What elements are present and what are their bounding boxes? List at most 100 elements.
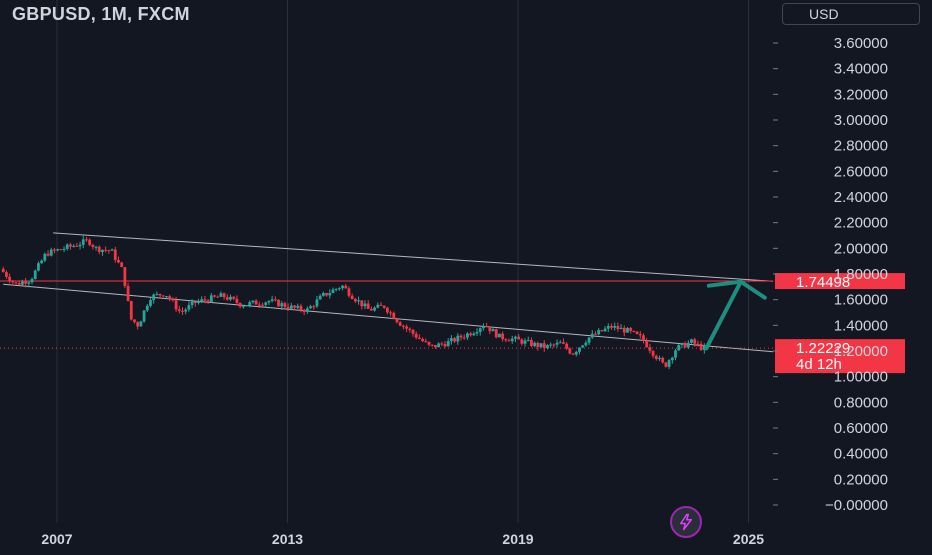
candle-body bbox=[197, 301, 200, 304]
candle-body bbox=[568, 348, 572, 354]
price-tick-label: 3.20000 bbox=[834, 86, 888, 103]
candle-body bbox=[587, 337, 591, 343]
candle-body bbox=[626, 328, 629, 333]
candle-body bbox=[360, 300, 364, 307]
candle-body bbox=[293, 305, 296, 308]
candle-body bbox=[225, 297, 229, 300]
time-tick-label: 2007 bbox=[41, 531, 72, 547]
candle-body bbox=[184, 309, 188, 312]
candle-body bbox=[33, 270, 37, 279]
candle-body bbox=[629, 328, 633, 331]
candle-body bbox=[190, 301, 194, 306]
candle-body bbox=[546, 344, 549, 349]
candle-body bbox=[257, 304, 261, 306]
candle-body bbox=[94, 246, 98, 248]
candle-body bbox=[437, 343, 441, 348]
flash-button[interactable] bbox=[670, 506, 702, 538]
candle-body bbox=[526, 340, 530, 342]
candle-body bbox=[414, 333, 418, 338]
candle-body bbox=[59, 249, 63, 251]
candle-body bbox=[638, 333, 642, 336]
candle-body bbox=[680, 342, 684, 345]
candle-body bbox=[261, 304, 264, 306]
candle-body bbox=[523, 340, 527, 344]
candle-body bbox=[654, 355, 658, 360]
candle-body bbox=[321, 292, 325, 296]
candle-body bbox=[37, 263, 40, 271]
price-tick-label: 1.60000 bbox=[834, 292, 888, 309]
candle-body bbox=[507, 340, 511, 342]
candle-body bbox=[350, 295, 354, 300]
candle-body bbox=[440, 343, 444, 345]
candle-body bbox=[273, 299, 277, 301]
candle-body bbox=[158, 293, 162, 296]
candle-body bbox=[670, 357, 674, 361]
candle-body bbox=[347, 288, 351, 296]
candle-body bbox=[622, 327, 626, 333]
candle-body bbox=[203, 299, 207, 301]
price-tick-label: 0.80000 bbox=[834, 394, 888, 411]
candle-body bbox=[578, 347, 581, 352]
candle-body bbox=[392, 312, 396, 320]
candle-body bbox=[530, 340, 533, 346]
candle-body bbox=[693, 339, 697, 344]
time-tick-label: 2025 bbox=[733, 531, 764, 547]
candle-body bbox=[341, 285, 344, 289]
candle-body bbox=[72, 245, 76, 247]
candle-body bbox=[155, 293, 159, 295]
candle-body bbox=[251, 300, 255, 303]
trendline-layer bbox=[0, 232, 773, 353]
candle-body bbox=[168, 296, 172, 300]
candle-body bbox=[558, 342, 562, 344]
candle-body bbox=[417, 337, 421, 339]
candle-body bbox=[238, 302, 242, 307]
candle-body bbox=[222, 293, 226, 298]
candle-body bbox=[104, 249, 108, 251]
candle-body bbox=[299, 305, 303, 311]
candle-body bbox=[446, 341, 450, 347]
candle-body bbox=[248, 302, 252, 306]
candle-body bbox=[254, 300, 258, 305]
candle-body bbox=[635, 331, 639, 334]
candle-body bbox=[117, 259, 120, 263]
candle-body bbox=[600, 330, 604, 332]
price-tick-label: 2.80000 bbox=[834, 138, 888, 155]
candle-body bbox=[193, 301, 197, 304]
candle-body bbox=[81, 239, 85, 245]
candle-body bbox=[69, 244, 72, 247]
candle-body bbox=[584, 342, 588, 346]
candle-body bbox=[613, 325, 617, 328]
candle-body bbox=[174, 300, 178, 310]
time-axis[interactable]: 2007 2013 2019 2025 bbox=[41, 531, 764, 547]
candle-body bbox=[267, 301, 271, 303]
candle-body bbox=[213, 295, 216, 297]
candle-body bbox=[494, 329, 498, 338]
candle-body bbox=[466, 333, 469, 338]
candle-body bbox=[331, 289, 335, 294]
candle-body bbox=[161, 295, 165, 297]
candle-body bbox=[539, 343, 543, 348]
candle-body bbox=[56, 249, 60, 251]
candle-body bbox=[235, 298, 239, 303]
currency-button[interactable]: USD bbox=[782, 3, 920, 25]
candle-body bbox=[129, 300, 133, 320]
candle-body bbox=[289, 305, 293, 309]
candle-body bbox=[686, 342, 690, 348]
candle-body bbox=[133, 319, 136, 323]
candle-body bbox=[142, 310, 146, 322]
candle-body bbox=[610, 326, 613, 328]
current-price-label: 1.22229 bbox=[796, 340, 850, 357]
candle-body bbox=[206, 300, 210, 303]
candle-body bbox=[549, 344, 553, 346]
candle-body bbox=[491, 329, 495, 332]
candle-body bbox=[152, 294, 156, 301]
candle-body bbox=[270, 299, 274, 302]
price-axis[interactable]: 3.60000 3.40000 3.20000 3.00000 2.80000 2.600… bbox=[773, 35, 888, 514]
candle-body bbox=[533, 342, 537, 346]
candle-body bbox=[280, 303, 284, 307]
candle-body bbox=[574, 351, 578, 355]
price-tick-label: 3.00000 bbox=[834, 112, 888, 129]
